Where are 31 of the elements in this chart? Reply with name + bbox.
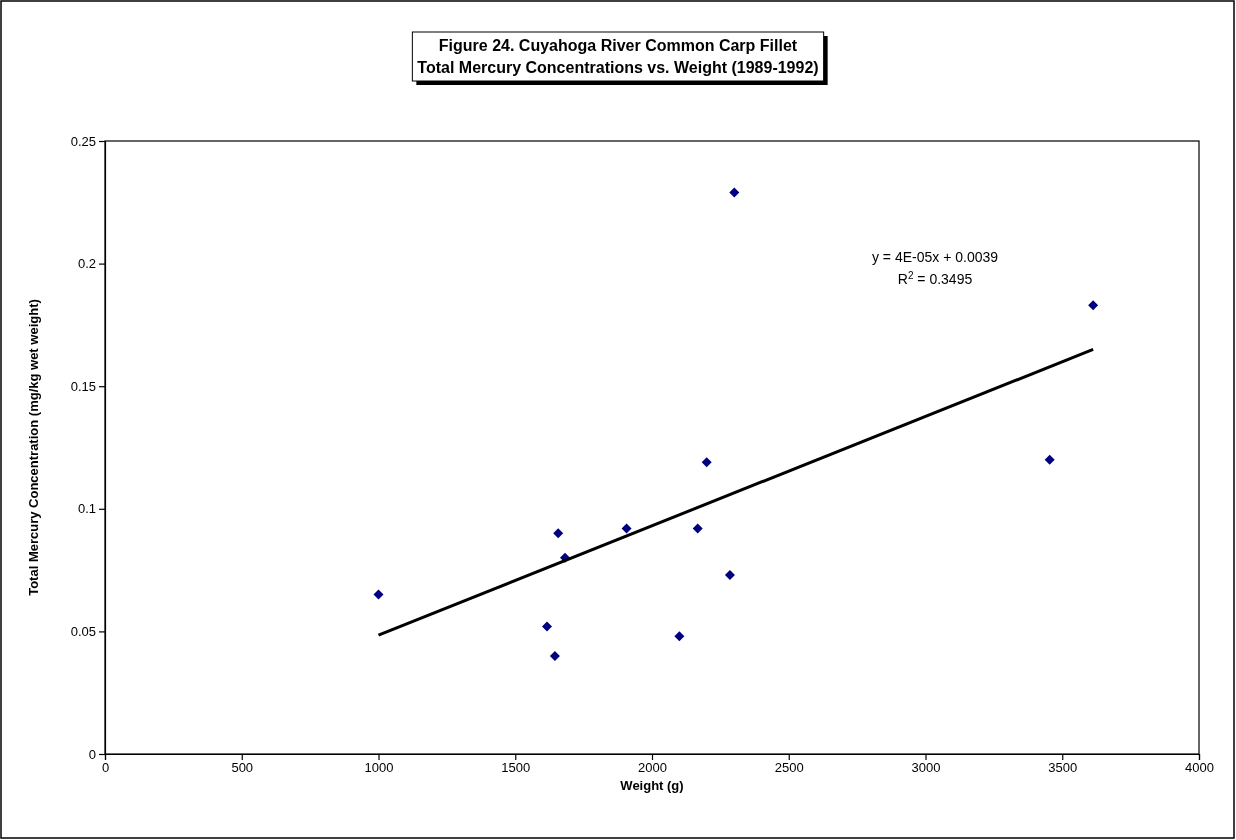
point bbox=[729, 187, 740, 198]
point bbox=[621, 523, 632, 534]
y-tick-label: 0.15 bbox=[70, 378, 96, 394]
annotation: y = 4E-05x + 0.0039 R$^{2}$ = 0.3495 bbox=[871, 249, 999, 287]
y-tick-label: 0 bbox=[88, 746, 96, 762]
point bbox=[701, 457, 712, 468]
x-tick-label: 0 bbox=[101, 760, 110, 776]
point bbox=[553, 528, 564, 539]
point bbox=[549, 650, 560, 661]
x-tick-label: 1000 bbox=[364, 760, 394, 776]
point bbox=[1088, 300, 1099, 311]
y-tick-label: 0.25 bbox=[70, 133, 96, 149]
x-tick-label: 2500 bbox=[774, 760, 804, 776]
x-tick-label: 1500 bbox=[501, 760, 531, 776]
x-tick-label: 3000 bbox=[911, 760, 941, 776]
x-tick-label: 3500 bbox=[1048, 760, 1078, 776]
y-tick-label: 0.05 bbox=[70, 624, 96, 640]
point bbox=[541, 621, 552, 632]
y-axis-title: Total Mercury Concentration (mg/kg wet weight) bbox=[26, 299, 41, 596]
point bbox=[373, 589, 384, 600]
point bbox=[724, 570, 735, 580]
x-tick-label: 2000 bbox=[638, 760, 667, 776]
x-tick-label: 500 bbox=[231, 760, 254, 776]
x-axis-title: Weight (g) bbox=[620, 778, 684, 793]
point bbox=[692, 523, 703, 534]
chart-title: Figure 24. Cuyahoga River Common Carp Fillet Total Mercury Concentrations vs. Weight (1989-1992) bbox=[417, 37, 819, 76]
x-tick-label: 4000 bbox=[1185, 760, 1214, 776]
point bbox=[674, 631, 685, 642]
y-tick-label: 0.2 bbox=[77, 256, 96, 272]
y-tick-label: 0.1 bbox=[77, 501, 96, 517]
point bbox=[1044, 454, 1055, 465]
